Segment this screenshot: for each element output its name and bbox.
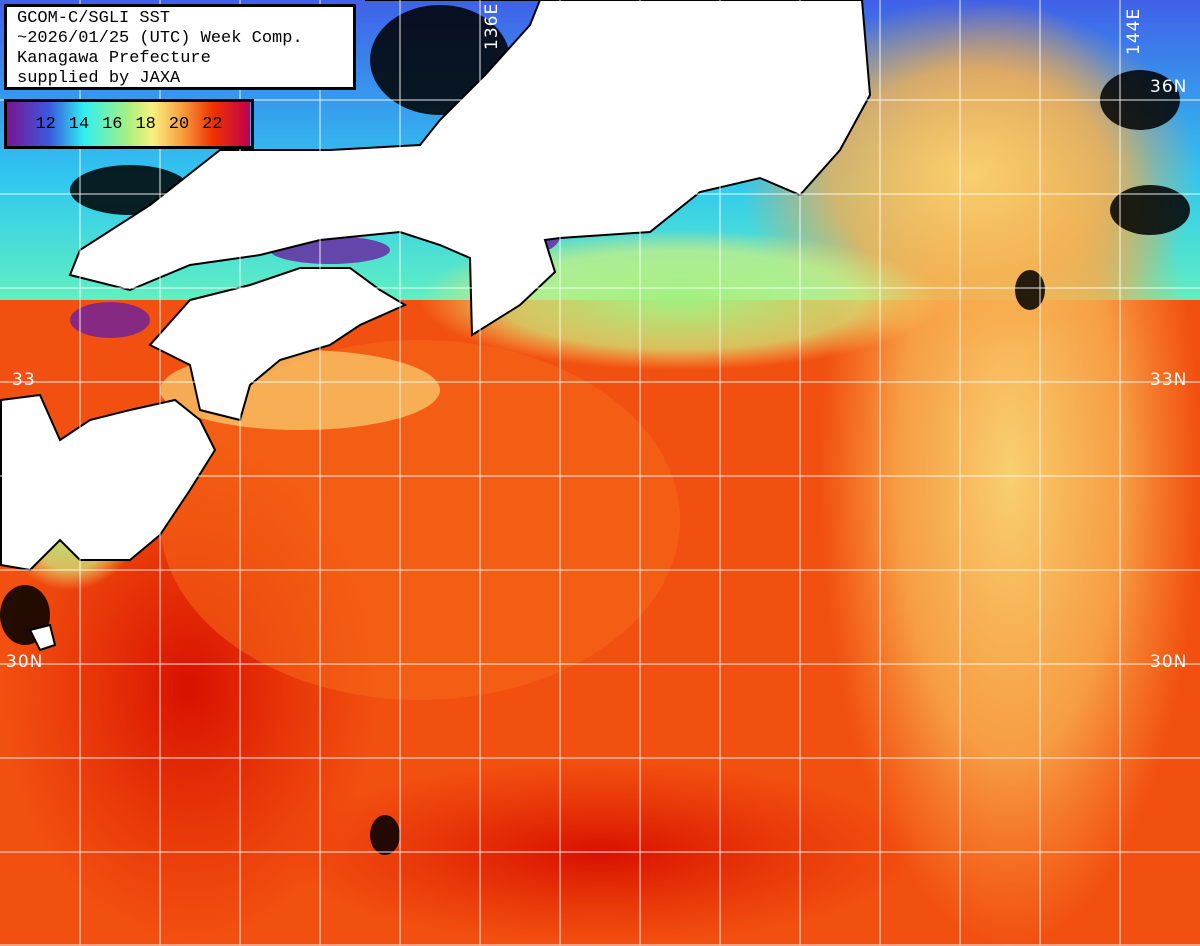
- lon-label-144e: 144E: [1124, 7, 1144, 55]
- legend-tick: 22: [202, 114, 223, 134]
- title-line-date: ~2026/01/25 (UTC) Week Comp.: [17, 29, 303, 48]
- title-box: GCOM-C/SGLI SST ~2026/01/25 (UTC) Week C…: [4, 4, 356, 90]
- title-line-region: Kanagawa Prefecture: [17, 49, 211, 68]
- title-line-product: GCOM-C/SGLI SST: [17, 9, 171, 28]
- legend-tick: 16: [102, 114, 123, 134]
- legend-tick: 14: [68, 114, 90, 134]
- lat-label-30n-left: 30N: [6, 652, 44, 672]
- title-line-credit: supplied by JAXA: [17, 69, 181, 88]
- lat-label-33n-left: 33: [12, 370, 36, 390]
- legend-colorbar: [6, 102, 250, 146]
- legend-tick: 20: [168, 114, 190, 134]
- lon-label-136e: 136E: [482, 2, 502, 50]
- legend-tick: 18: [135, 114, 156, 134]
- lat-label-36n: 36N: [1150, 77, 1188, 97]
- lat-label-30n: 30N: [1150, 652, 1188, 672]
- legend-tick: 12: [35, 114, 56, 134]
- lat-label-33n: 33N: [1150, 370, 1188, 390]
- color-legend: 12 14 16 18 20 22: [4, 99, 254, 149]
